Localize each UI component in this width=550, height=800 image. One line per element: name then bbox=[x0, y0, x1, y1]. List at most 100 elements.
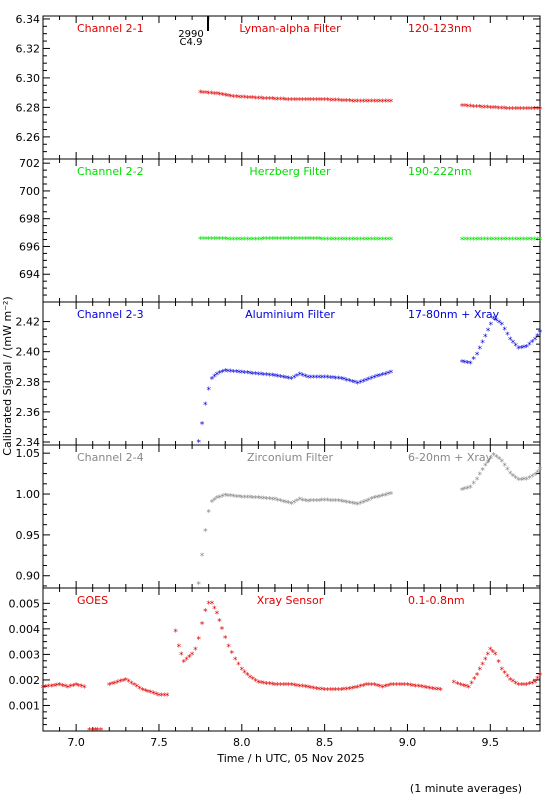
data-point: * bbox=[242, 669, 247, 679]
data-point: * bbox=[330, 236, 335, 246]
data-point: * bbox=[286, 235, 291, 245]
data-point: * bbox=[300, 497, 305, 507]
data-point: * bbox=[236, 369, 241, 379]
data-point: * bbox=[491, 315, 496, 325]
data-point: * bbox=[479, 104, 484, 114]
panel-channel-label: Channel 2-2 bbox=[77, 165, 144, 178]
data-point: * bbox=[494, 453, 499, 463]
data-point: * bbox=[220, 493, 225, 503]
data-point: * bbox=[297, 371, 302, 381]
data-point: * bbox=[344, 377, 349, 387]
data-point: * bbox=[308, 374, 313, 384]
data-point: * bbox=[212, 497, 217, 507]
data-point: * bbox=[294, 682, 299, 692]
data-point: * bbox=[430, 685, 435, 695]
panel-filter-label: Lyman-alpha Filter bbox=[239, 22, 341, 35]
data-point: * bbox=[267, 681, 272, 691]
data-point: * bbox=[336, 498, 341, 508]
data-point: * bbox=[322, 497, 327, 507]
data-point: * bbox=[350, 98, 355, 108]
data-point: * bbox=[228, 368, 233, 378]
data-point: * bbox=[352, 501, 357, 511]
data-point: * bbox=[68, 683, 73, 693]
data-point: * bbox=[385, 236, 390, 246]
data-point: * bbox=[199, 552, 204, 562]
data-point: * bbox=[459, 359, 464, 369]
data-point: * bbox=[336, 375, 341, 385]
data-point: * bbox=[438, 687, 443, 697]
data-point: * bbox=[461, 682, 466, 692]
data-point: * bbox=[347, 378, 352, 388]
data-point: * bbox=[225, 93, 230, 103]
data-point: * bbox=[234, 493, 239, 503]
data-point: * bbox=[471, 356, 476, 366]
y-tick-label: 1.00 bbox=[16, 488, 41, 501]
data-point: * bbox=[471, 103, 476, 113]
panel-filter-label: Aluminium Filter bbox=[245, 308, 335, 321]
data-point: * bbox=[352, 685, 357, 695]
x-tick-label: 7.5 bbox=[150, 736, 168, 749]
data-point: * bbox=[283, 682, 288, 692]
data-point: * bbox=[223, 368, 228, 378]
data-point: * bbox=[239, 236, 244, 246]
data-point: * bbox=[272, 496, 277, 506]
data-point: * bbox=[247, 674, 252, 684]
data-point: * bbox=[385, 98, 390, 108]
data-point: * bbox=[126, 678, 131, 688]
data-point: * bbox=[275, 497, 280, 507]
data-point: * bbox=[527, 681, 532, 691]
data-point: * bbox=[350, 236, 355, 246]
data-point: * bbox=[369, 496, 374, 506]
data-point: * bbox=[465, 485, 470, 495]
data-point: * bbox=[383, 236, 388, 246]
data-point: * bbox=[537, 329, 542, 339]
data-point: * bbox=[427, 685, 432, 695]
data-point: * bbox=[361, 682, 366, 692]
data-point: * bbox=[477, 345, 482, 355]
data-point: * bbox=[526, 236, 531, 246]
data-point: * bbox=[327, 97, 332, 107]
data-point: * bbox=[388, 98, 393, 108]
data-point: * bbox=[214, 91, 219, 101]
y-tick-label: 702 bbox=[19, 157, 40, 170]
data-point: * bbox=[79, 683, 84, 693]
data-point: * bbox=[272, 682, 277, 692]
x-tick-label: 8.0 bbox=[233, 736, 251, 749]
data-point: * bbox=[253, 236, 258, 246]
data-point: * bbox=[336, 97, 341, 107]
data-point: * bbox=[518, 105, 523, 115]
data-point: * bbox=[421, 684, 426, 694]
data-point: * bbox=[73, 682, 78, 692]
data-point: * bbox=[272, 372, 277, 382]
data-point: * bbox=[507, 105, 512, 115]
footnote: (1 minute averages) bbox=[410, 782, 522, 795]
data-point: * bbox=[250, 95, 255, 105]
data-point: * bbox=[377, 493, 382, 503]
data-point: * bbox=[286, 375, 291, 385]
y-tick-label: 6.28 bbox=[16, 101, 41, 114]
data-point: * bbox=[269, 681, 274, 691]
data-point: * bbox=[319, 497, 324, 507]
data-point: * bbox=[516, 345, 521, 355]
data-point: * bbox=[300, 97, 305, 107]
panel-channel-label: Channel 2-1 bbox=[77, 22, 144, 35]
data-point: * bbox=[297, 97, 302, 107]
data-point: * bbox=[385, 682, 390, 692]
data-point: * bbox=[504, 105, 509, 115]
data-point: * bbox=[344, 236, 349, 246]
data-point: * bbox=[264, 95, 269, 105]
data-point: * bbox=[82, 684, 87, 694]
data-point: * bbox=[275, 96, 280, 106]
data-point: * bbox=[231, 493, 236, 503]
data-point: * bbox=[462, 486, 467, 496]
data-point: * bbox=[535, 105, 540, 115]
data-point: * bbox=[231, 94, 236, 104]
data-point: * bbox=[153, 691, 158, 701]
data-point: * bbox=[490, 648, 495, 658]
data-point: * bbox=[193, 646, 198, 656]
y-tick-label: 2.38 bbox=[16, 376, 41, 389]
data-point: * bbox=[424, 685, 429, 695]
data-point: * bbox=[341, 376, 346, 386]
panel-filter-label: Herzberg Filter bbox=[249, 165, 331, 178]
data-point: * bbox=[196, 580, 201, 590]
